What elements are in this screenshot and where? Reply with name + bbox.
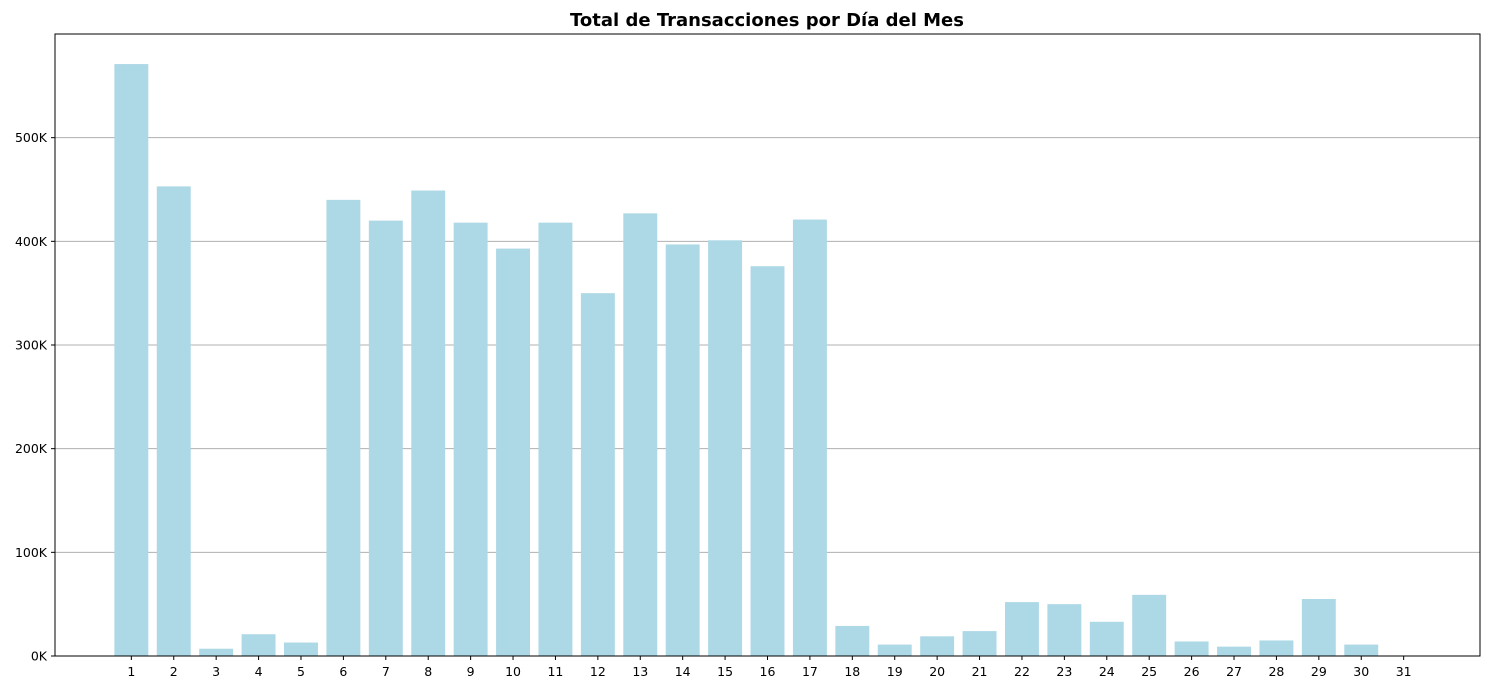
x-tick-label: 10 [505,664,521,679]
bar-day-24 [1089,621,1124,656]
x-tick-label: 3 [212,664,220,679]
x-tick-label: 22 [1014,664,1030,679]
x-tick-label: 1 [127,664,135,679]
x-tick-label: 20 [929,664,945,679]
x-tick-label: 21 [972,664,988,679]
x-tick-label: 9 [467,664,475,679]
bar-day-28 [1259,640,1294,656]
x-tick-label: 19 [887,664,903,679]
x-tick-label: 27 [1226,664,1242,679]
x-tick-label: 12 [590,664,606,679]
y-axis-ticks: 0K 100K 200K 300K 400K 500K [15,130,55,664]
bar-day-25 [1132,594,1167,656]
bar-day-14 [665,244,700,656]
x-tick-label: 18 [844,664,860,679]
x-tick-label: 24 [1099,664,1115,679]
bar-day-6 [326,199,361,656]
x-axis-ticks: 1 2 3 4 5 6 7 8 9 10 11 12 13 14 15 16 17 18 19 20 21 22 23 24 2… [127,656,1412,679]
x-tick-label: 25 [1141,664,1157,679]
bar-day-12 [580,293,615,656]
bar-day-10 [496,248,530,656]
x-tick-label: 23 [1056,664,1072,679]
bar-day-17 [792,219,827,656]
x-tick-label: 5 [297,664,305,679]
x-tick-label: 11 [547,664,563,679]
bar-day-1 [114,64,149,656]
y-tick-label: 100K [15,545,48,560]
bar-day-21 [962,631,997,656]
bar-day-4 [241,634,276,656]
x-tick-label: 29 [1311,664,1327,679]
bars [114,64,1379,657]
bar-day-19 [877,644,912,656]
x-tick-label: 6 [339,664,347,679]
bar-day-22 [1005,602,1039,656]
bar-day-8 [411,190,446,656]
x-tick-label: 26 [1184,664,1200,679]
bar-day-11 [538,222,573,656]
bar-day-13 [623,213,658,657]
x-tick-label: 31 [1396,664,1412,679]
bar-day-30 [1344,644,1379,656]
bar-day-9 [453,222,488,656]
bar-day-3 [199,648,234,656]
bar-day-29 [1301,598,1336,656]
bar-day-2 [156,186,191,656]
y-tick-label: 0K [31,649,48,664]
x-tick-label: 28 [1268,664,1284,679]
bar-day-5 [284,642,318,656]
x-tick-label: 13 [632,664,648,679]
x-tick-label: 15 [717,664,733,679]
bar-day-20 [920,636,955,656]
x-tick-label: 14 [675,664,691,679]
x-tick-label: 30 [1353,664,1369,679]
x-tick-label: 16 [760,664,776,679]
bar-day-7 [368,220,403,656]
x-tick-label: 4 [255,664,263,679]
x-tick-label: 7 [382,664,390,679]
bar-day-27 [1217,646,1251,656]
y-tick-label: 200K [15,441,48,456]
x-tick-label: 8 [424,664,432,679]
y-tick-label: 300K [15,338,48,353]
x-tick-label: 2 [170,664,178,679]
y-tick-label: 400K [15,234,48,249]
bar-day-23 [1047,604,1082,656]
bar-day-16 [750,266,785,656]
bar-day-15 [708,240,743,656]
bar-day-18 [835,625,870,656]
y-tick-label: 500K [15,130,48,145]
x-tick-label: 17 [802,664,818,679]
chart-title: Total de Transacciones por Día del Mes [570,10,964,31]
bar-day-26 [1174,641,1209,656]
